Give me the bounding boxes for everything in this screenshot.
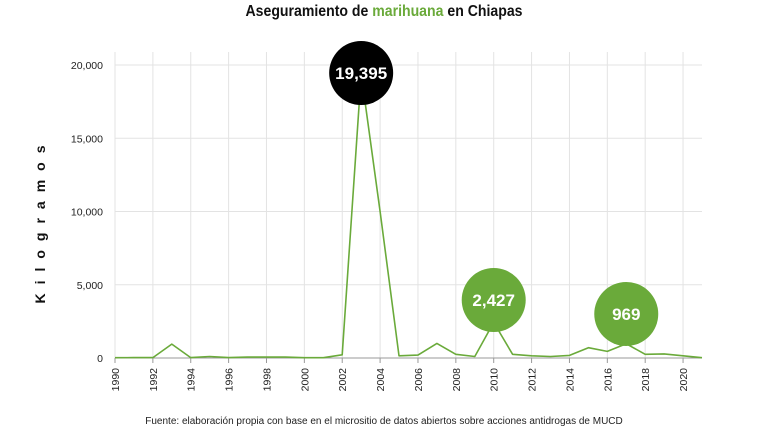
y-tick-label: 20,000 [71,60,103,72]
x-tick-label: 2000 [299,368,311,392]
x-tick-label: 2006 [413,368,425,392]
title-part-3: en Chiapas [443,3,523,20]
x-tick-label: 2004 [375,368,387,392]
title-part-1: Aseguramiento de [245,3,373,20]
x-tick-label: 1996 [224,368,236,392]
x-tick-label: 2014 [564,368,576,392]
x-tick-label: 2008 [451,368,463,392]
x-tick-label: 2002 [337,368,349,392]
y-tick-label: 0 [97,353,103,365]
x-tick-label: 1998 [261,368,273,392]
x-tick-label: 2012 [527,368,539,392]
y-tick-label: 5,000 [77,280,103,292]
y-tick-label: 15,000 [71,133,103,145]
highlight-label: 2,427 [472,291,515,310]
x-tick-label: 2016 [602,368,614,392]
x-tick-label: 2010 [489,368,501,392]
highlight-label: 19,395 [335,64,387,83]
chart-title: Aseguramiento de marihuana en Chiapas [46,3,722,21]
x-tick-label: 1994 [186,368,198,392]
x-tick-label: 2018 [640,368,652,392]
highlight-label: 969 [612,305,640,324]
x-tick-label: 1990 [110,368,122,392]
highlight-bubble [329,41,394,105]
y-tick-label: 10,000 [71,207,103,219]
highlight-bubble [461,268,526,332]
title-highlight: marihuana [372,3,444,20]
x-tick-label: 1992 [148,368,160,392]
source-note: Fuente: elaboración propia con base en e… [145,416,623,427]
highlight-bubble [594,282,659,346]
x-tick-label: 2020 [678,368,690,392]
series-line [114,73,703,359]
